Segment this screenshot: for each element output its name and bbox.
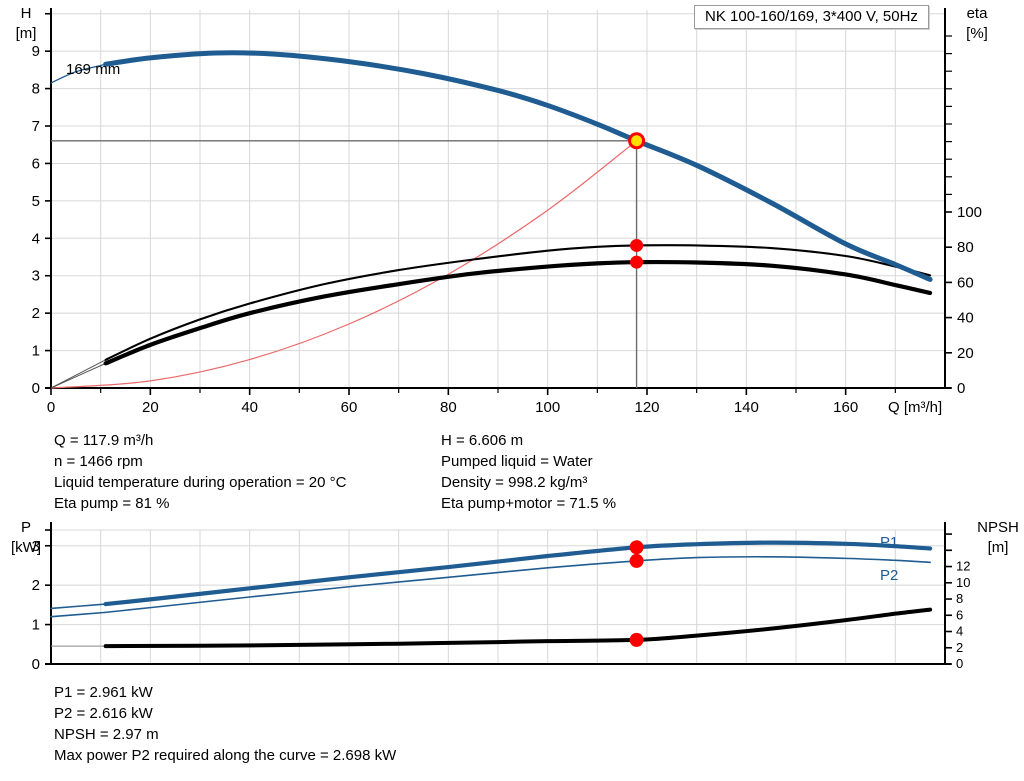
axis-title-h-unit: [m] bbox=[16, 25, 37, 42]
tick-label-q: 100 bbox=[535, 399, 560, 416]
duty-point-marker[interactable] bbox=[631, 135, 643, 147]
tick-label-h: 2 bbox=[32, 305, 40, 322]
tick-label-npsh: 2 bbox=[956, 640, 963, 655]
operating-data-line-3: Eta pump+motor = 71.5 % bbox=[441, 495, 617, 512]
tick-label-h: 0 bbox=[32, 380, 40, 397]
system-resistance-curve bbox=[50, 140, 637, 389]
eta-total-curve bbox=[103, 259, 933, 366]
tick-label-q: 0 bbox=[47, 399, 55, 416]
tick-label-p: 2 bbox=[32, 577, 40, 594]
tick-label-eta: 20 bbox=[957, 345, 974, 362]
tick-label-h: 4 bbox=[32, 230, 40, 247]
tick-label-q: 140 bbox=[734, 399, 759, 416]
operating-data-line-1: Pumped liquid = Water bbox=[441, 453, 593, 470]
tick-label-eta: 80 bbox=[957, 239, 974, 256]
power-data-line-3: Max power P2 required along the curve = … bbox=[54, 747, 397, 764]
operating-data-right: H = 6.606 m Pumped liquid = Water Density … bbox=[441, 430, 616, 514]
p2-curve-thin bbox=[50, 611, 107, 618]
operating-data-left: Q = 117.9 m³/h n = 1466 rpm Liquid tempera… bbox=[54, 430, 346, 514]
operating-data-line-1: n = 1466 rpm bbox=[54, 453, 143, 470]
duty-dot-eta-pump bbox=[630, 238, 644, 252]
tick-label-eta: 40 bbox=[957, 310, 974, 327]
axis-title-npsh-unit: [m] bbox=[988, 539, 1009, 556]
p2-legend-label: P2 bbox=[880, 567, 898, 584]
duty-dot-eta-total bbox=[630, 255, 644, 269]
operating-data-line-0: H = 6.606 m bbox=[441, 432, 524, 449]
tick-label-h: 8 bbox=[32, 81, 40, 98]
axis-title-q: Q [m³/h] bbox=[888, 399, 942, 416]
tick-label-npsh: 0 bbox=[956, 656, 963, 671]
chart-title-box: NK 100-160/169, 3*400 V, 50Hz bbox=[694, 5, 929, 29]
tick-label-q: 120 bbox=[634, 399, 659, 416]
tick-label-p: 3 bbox=[32, 538, 40, 555]
tick-label-eta: 100 bbox=[957, 204, 982, 221]
power-data-line-2: NPSH = 2.97 m bbox=[54, 726, 159, 743]
axis-title-eta-unit: [%] bbox=[966, 25, 988, 42]
tick-label-h: 7 bbox=[32, 118, 40, 135]
head-eta-chart: 0 1 2 3 4 5 6 7 8 9 0 20 40 60 80 100 0 20 40 60 80 100 120 140… bbox=[16, 5, 989, 416]
tick-label-q: 80 bbox=[440, 399, 457, 416]
tick-label-npsh: 8 bbox=[956, 591, 963, 606]
axis-title-p: P bbox=[21, 520, 31, 536]
tick-label-q: 20 bbox=[142, 399, 159, 416]
tick-label-npsh: 4 bbox=[956, 624, 963, 639]
tick-label-h: 6 bbox=[32, 155, 40, 172]
tick-label-eta: 0 bbox=[957, 380, 965, 397]
operating-data-line-0: Q = 117.9 m³/h bbox=[54, 432, 154, 449]
tick-label-q: 40 bbox=[241, 399, 258, 416]
p1-curve bbox=[103, 540, 933, 607]
tick-label-eta: 60 bbox=[957, 274, 974, 291]
p2-curve bbox=[104, 555, 931, 614]
operating-data-line-2: Density = 998.2 kg/m³ bbox=[441, 474, 588, 491]
axis-title-h: H bbox=[21, 5, 32, 22]
tick-label-h: 1 bbox=[32, 343, 40, 360]
operating-data-line-2: Liquid temperature during operation = 20… bbox=[54, 474, 347, 491]
head-curve bbox=[103, 50, 933, 282]
axis-title-npsh: NPSH bbox=[977, 520, 1019, 536]
chart-title-text: NK 100-160/169, 3*400 V, 50Hz bbox=[705, 8, 918, 25]
duty-dot-p1 bbox=[629, 540, 644, 555]
power-data-line-1: P2 = 2.616 kW bbox=[54, 705, 153, 722]
tick-label-p: 1 bbox=[32, 617, 40, 634]
p1-curve-thin bbox=[50, 603, 107, 610]
operating-data-line-3: Eta pump = 81 % bbox=[54, 495, 170, 512]
tick-label-npsh: 6 bbox=[956, 607, 963, 622]
power-data-block: P1 = 2.961 kW P2 = 2.616 kW NPSH = 2.97 m M… bbox=[54, 682, 396, 766]
eta-total-curve-thin bbox=[50, 362, 106, 389]
axis-title-eta: eta bbox=[967, 5, 989, 22]
tick-label-p: 0 bbox=[32, 656, 40, 673]
tick-label-q: 160 bbox=[833, 399, 858, 416]
tick-label-h: 9 bbox=[32, 43, 40, 60]
power-data-line-0: P1 = 2.961 kW bbox=[54, 684, 153, 701]
head-curve-thin bbox=[50, 63, 107, 84]
tick-label-h: 3 bbox=[32, 268, 40, 285]
duty-dot-npsh bbox=[629, 632, 644, 647]
top-chart-group: 0 1 2 3 4 5 6 7 8 9 0 20 40 60 80 100 0 20 40 60 80 100 120 140… bbox=[16, 5, 989, 416]
eta-pump-curve bbox=[104, 244, 932, 361]
tick-label-h: 5 bbox=[32, 193, 40, 210]
npsh-curve bbox=[103, 607, 933, 649]
p1-legend-label: P1 bbox=[880, 534, 898, 551]
tick-label-npsh: 10 bbox=[956, 575, 970, 590]
axis-title-p-unit: [kW] bbox=[11, 539, 41, 556]
tick-label-q: 60 bbox=[341, 399, 358, 416]
tick-label-npsh: 12 bbox=[956, 559, 970, 574]
impeller-size-label: 169 mm bbox=[66, 61, 120, 78]
duty-dot-p2 bbox=[629, 553, 644, 568]
